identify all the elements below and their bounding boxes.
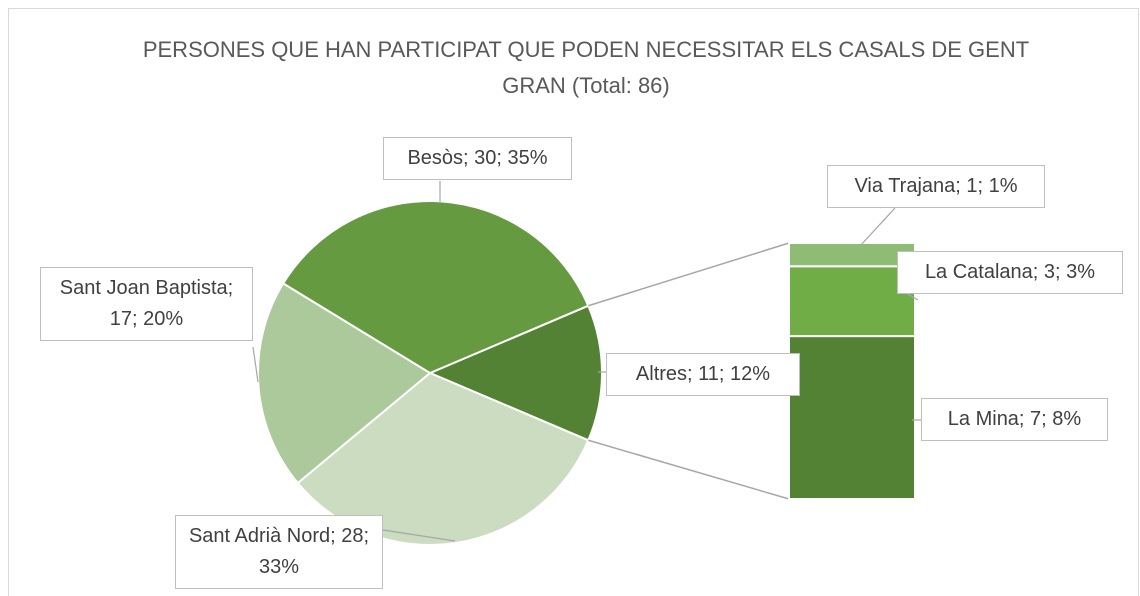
- data-label: La Catalana; 3; 3%: [897, 251, 1123, 294]
- data-label: Besòs; 30; 35%: [383, 137, 572, 180]
- connector-line: [588, 242, 790, 307]
- pie-slice: [257, 282, 432, 485]
- leader-line: [859, 207, 896, 247]
- pie-slice: [281, 200, 590, 375]
- bar-segment: [788, 335, 916, 500]
- leader-line: [252, 346, 259, 383]
- data-label: Sant Joan Baptista; 17; 20%: [40, 267, 253, 341]
- bar-segment: [788, 265, 916, 338]
- chart-frame: [8, 8, 1139, 596]
- data-label: Via Trajana; 1; 1%: [827, 165, 1045, 208]
- pie-slice: [427, 304, 603, 442]
- connector-line: [588, 439, 790, 500]
- pie-slice: [296, 371, 590, 546]
- data-label: La Mina; 7; 8%: [921, 398, 1108, 441]
- chart-title: PERSONES QUE HAN PARTICIPAT QUE PODEN NE…: [142, 37, 1030, 98]
- data-label: Sant Adrià Nord; 28; 33%: [175, 515, 383, 589]
- data-label: Altres; 11; 12%: [606, 353, 800, 396]
- leader-line: [382, 529, 456, 542]
